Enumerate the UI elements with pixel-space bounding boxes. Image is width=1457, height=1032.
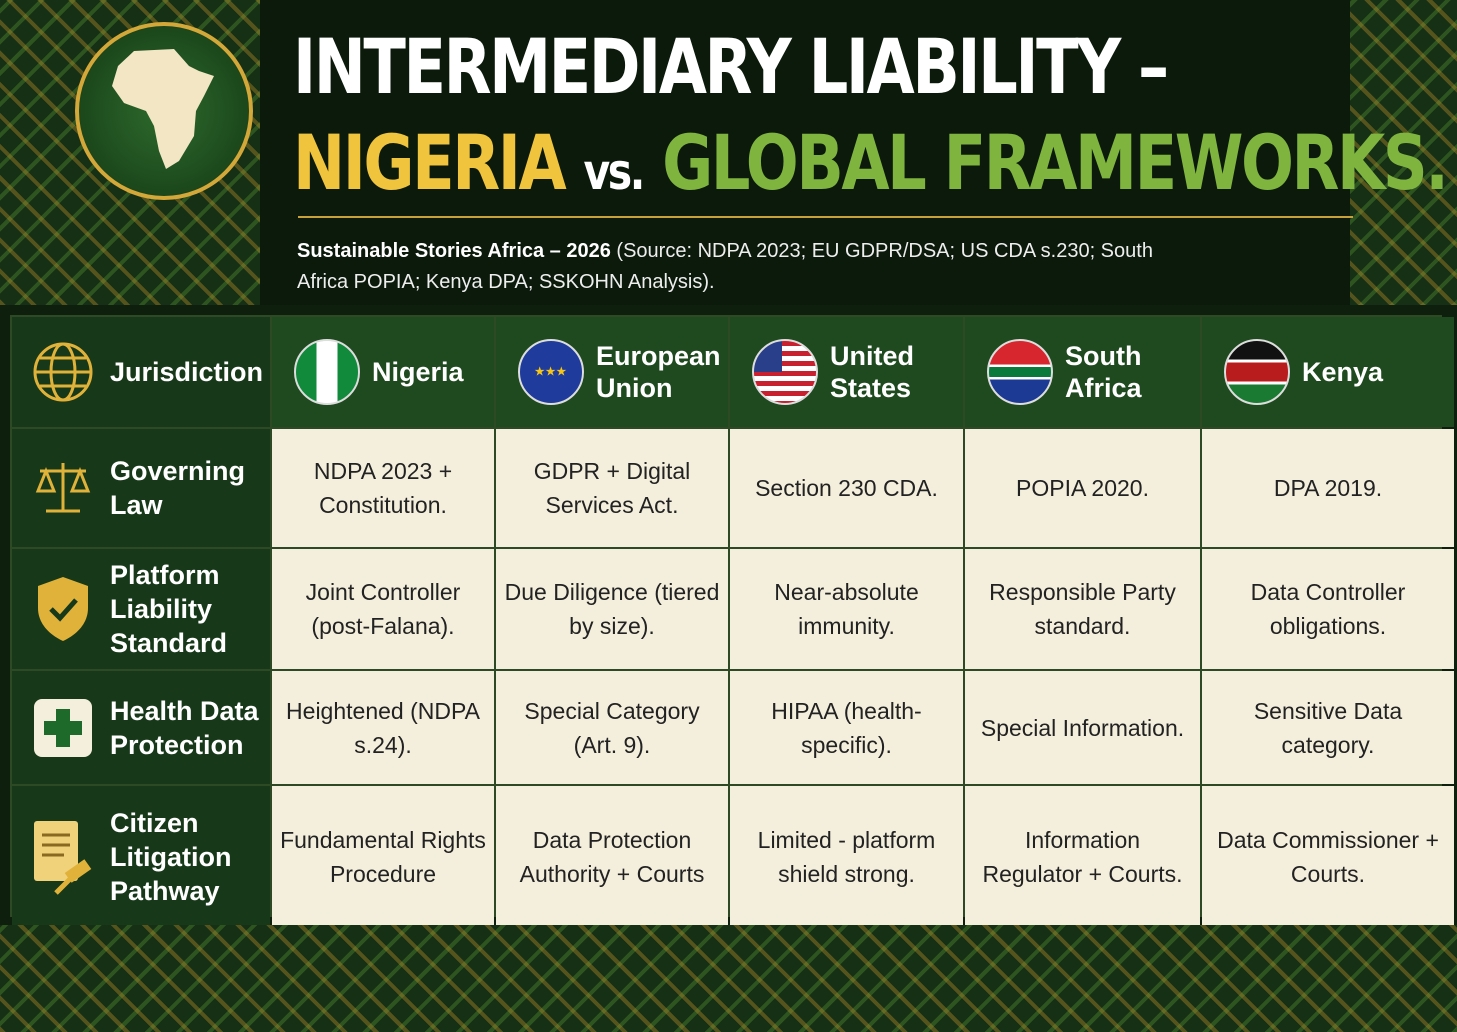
table-cell: Information Regulator + Courts. (965, 786, 1200, 927)
medical-cross-icon (30, 695, 96, 761)
title-nigeria: NIGERIA (293, 118, 567, 207)
row-header-citizen-litigation: Citizen Litigation Pathway (12, 786, 270, 927)
scales-icon (30, 455, 96, 521)
row-header-governing-law: Governing Law (12, 429, 270, 547)
table-cell: Special Category (Art. 9). (496, 671, 728, 784)
table-cell: Limited - platform shield strong. (730, 786, 963, 927)
column-header-eu: ★★★ European Union (496, 317, 728, 427)
table-cell: Fundamental Rights Procedure (272, 786, 494, 927)
eu-flag-icon: ★★★ (518, 339, 584, 405)
title-line-2: NIGERIA vs. GLOBAL FRAMEWORKS. (293, 118, 1449, 207)
column-header-south-africa: South Africa (965, 317, 1200, 427)
column-label: Nigeria (372, 357, 464, 387)
column-label: South Africa (1065, 341, 1142, 403)
title-line-1: INTERMEDIARY LIABILITY – (293, 22, 1169, 111)
subtitle-bold: Sustainable Stories Africa – 2026 (297, 240, 611, 262)
document-gavel-icon (30, 820, 96, 895)
table-cell: Section 230 CDA. (730, 429, 963, 547)
column-label: Kenya (1302, 357, 1384, 387)
row-label: Health Data Protection (110, 695, 259, 760)
table-cell: NDPA 2023 + Constitution. (272, 429, 494, 547)
column-header-nigeria: Nigeria (272, 317, 494, 427)
title-vs: vs. (583, 143, 645, 201)
corner-header: Jurisdiction (12, 317, 270, 427)
table-cell: DPA 2019. (1202, 429, 1454, 547)
table-cell: Data Commissioner + Courts. (1202, 786, 1454, 927)
row-label: Platform Liability Standard (110, 560, 228, 658)
south-africa-flag-icon (987, 339, 1053, 405)
row-header-platform-liability: Platform Liability Standard (12, 549, 270, 669)
subtitle-source: (Source: NDPA 2023; EU GDPR/DSA; US CDA … (297, 240, 1153, 293)
table-cell: Special Information. (965, 671, 1200, 784)
shield-check-icon (30, 576, 96, 642)
table-cell: HIPAA (health-specific). (730, 671, 963, 784)
table-cell: POPIA 2020. (965, 429, 1200, 547)
table-cell: Responsible Party standard. (965, 549, 1200, 669)
row-header-health-data: Health Data Protection (12, 671, 270, 784)
column-label: European Union (596, 341, 721, 403)
table-cell: Near-absolute immunity. (730, 549, 963, 669)
header-background (260, 0, 1350, 305)
column-label: United States (830, 341, 914, 403)
table-cell: Due Diligence (tiered by size). (496, 549, 728, 669)
table-cell: Sensitive Data category. (1202, 671, 1454, 784)
table-cell: Joint Controller (post-Falana). (272, 549, 494, 669)
row-label: Citizen Litigation Pathway (110, 807, 232, 906)
us-flag-icon (752, 339, 818, 405)
corner-label: Jurisdiction (110, 357, 264, 387)
table-cell: Data Protection Authority + Courts (496, 786, 728, 927)
globe-icon (30, 339, 96, 405)
nigeria-flag-icon (294, 339, 360, 405)
kenya-flag-icon (1224, 339, 1290, 405)
footer-pattern (0, 925, 1457, 1032)
table-cell: GDPR + Digital Services Act. (496, 429, 728, 547)
divider (298, 216, 1353, 218)
column-header-kenya: Kenya (1202, 317, 1454, 427)
row-label: Governing Law (110, 456, 246, 520)
column-header-us: United States (730, 317, 963, 427)
table-cell: Heightened (NDPA s.24). (272, 671, 494, 784)
table-cell: Data Controller obligations. (1202, 549, 1454, 669)
comparison-table: Jurisdiction Nigeria ★★★ European Union U… (10, 315, 1454, 927)
africa-map-emblem-icon (75, 22, 253, 200)
subtitle: Sustainable Stories Africa – 2026 (Sourc… (297, 236, 1197, 298)
title-global: GLOBAL FRAMEWORKS. (662, 118, 1449, 207)
